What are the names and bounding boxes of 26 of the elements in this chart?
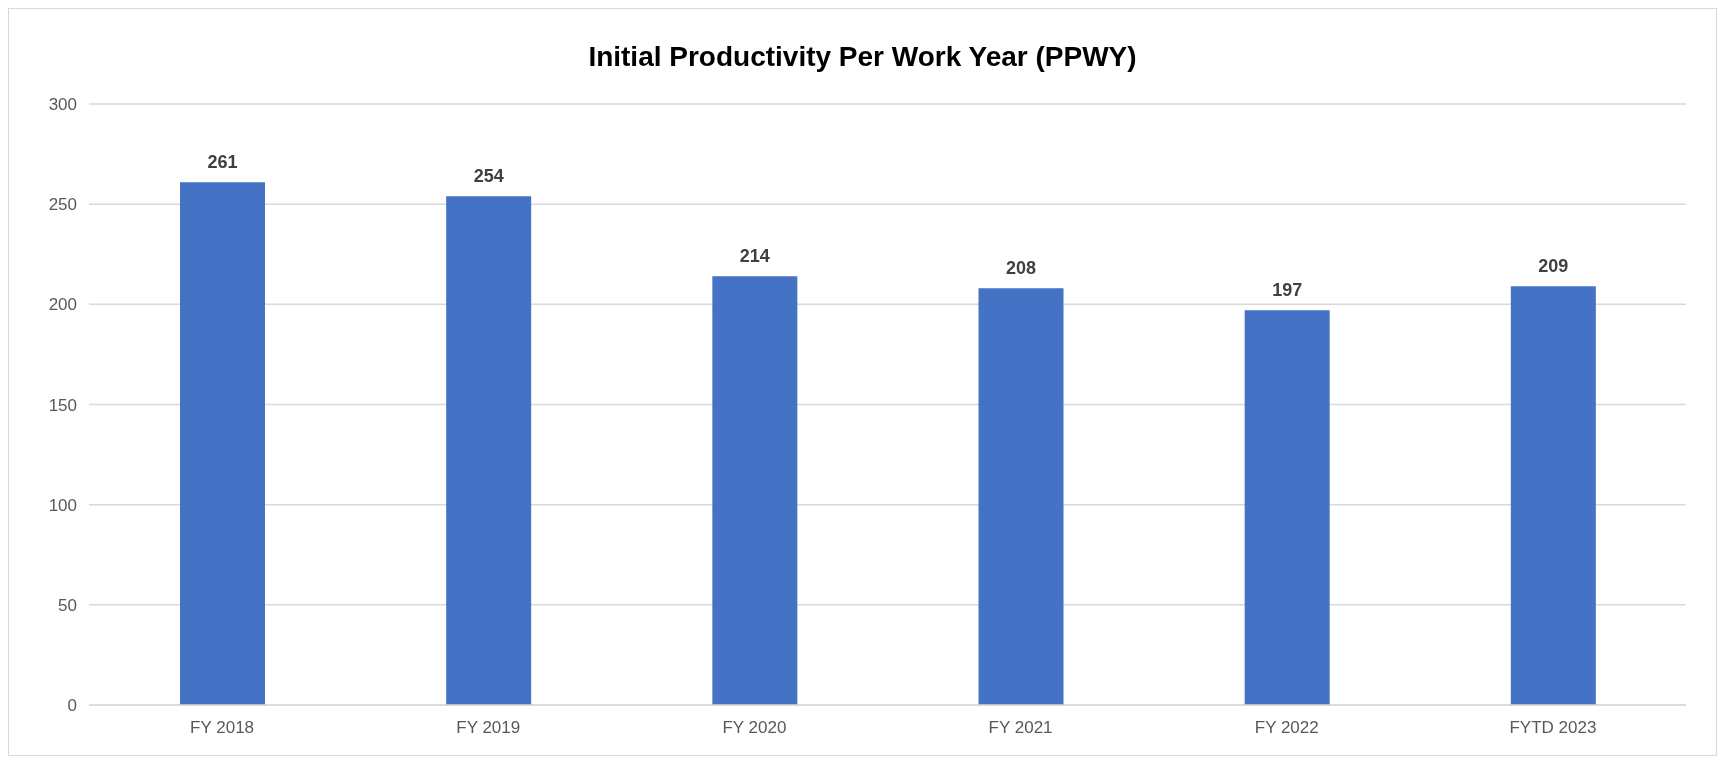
bar bbox=[180, 182, 265, 705]
bar bbox=[978, 288, 1064, 705]
y-tick-label: 100 bbox=[48, 495, 77, 515]
data-label: 208 bbox=[1005, 258, 1037, 279]
y-tick-label: 300 bbox=[48, 95, 77, 115]
x-tick-label: FY 2020 bbox=[722, 718, 787, 738]
y-tick-label: 250 bbox=[48, 195, 77, 215]
data-label: 209 bbox=[1538, 256, 1569, 277]
y-tick-label: 50 bbox=[58, 595, 77, 615]
x-tick-label: FY 2019 bbox=[456, 718, 521, 738]
y-tick-label: 150 bbox=[48, 395, 77, 415]
data-label: 197 bbox=[1272, 280, 1303, 301]
data-label: 254 bbox=[473, 166, 504, 187]
x-tick-label: FY 2022 bbox=[1254, 718, 1319, 738]
x-tick-label: FYTD 2023 bbox=[1509, 718, 1597, 738]
bar bbox=[1244, 310, 1330, 705]
y-tick-label: 0 bbox=[67, 696, 77, 716]
data-label: 261 bbox=[207, 152, 238, 173]
bar bbox=[712, 276, 798, 705]
y-tick-label: 200 bbox=[48, 295, 77, 315]
x-tick-label: FY 2018 bbox=[190, 718, 255, 738]
bar bbox=[1510, 286, 1596, 705]
x-tick-label: FY 2021 bbox=[988, 718, 1053, 738]
data-label: 214 bbox=[739, 246, 770, 267]
chart-title: Initial Productivity Per Work Year (PPWY) bbox=[587, 40, 1138, 72]
bar bbox=[446, 196, 532, 705]
